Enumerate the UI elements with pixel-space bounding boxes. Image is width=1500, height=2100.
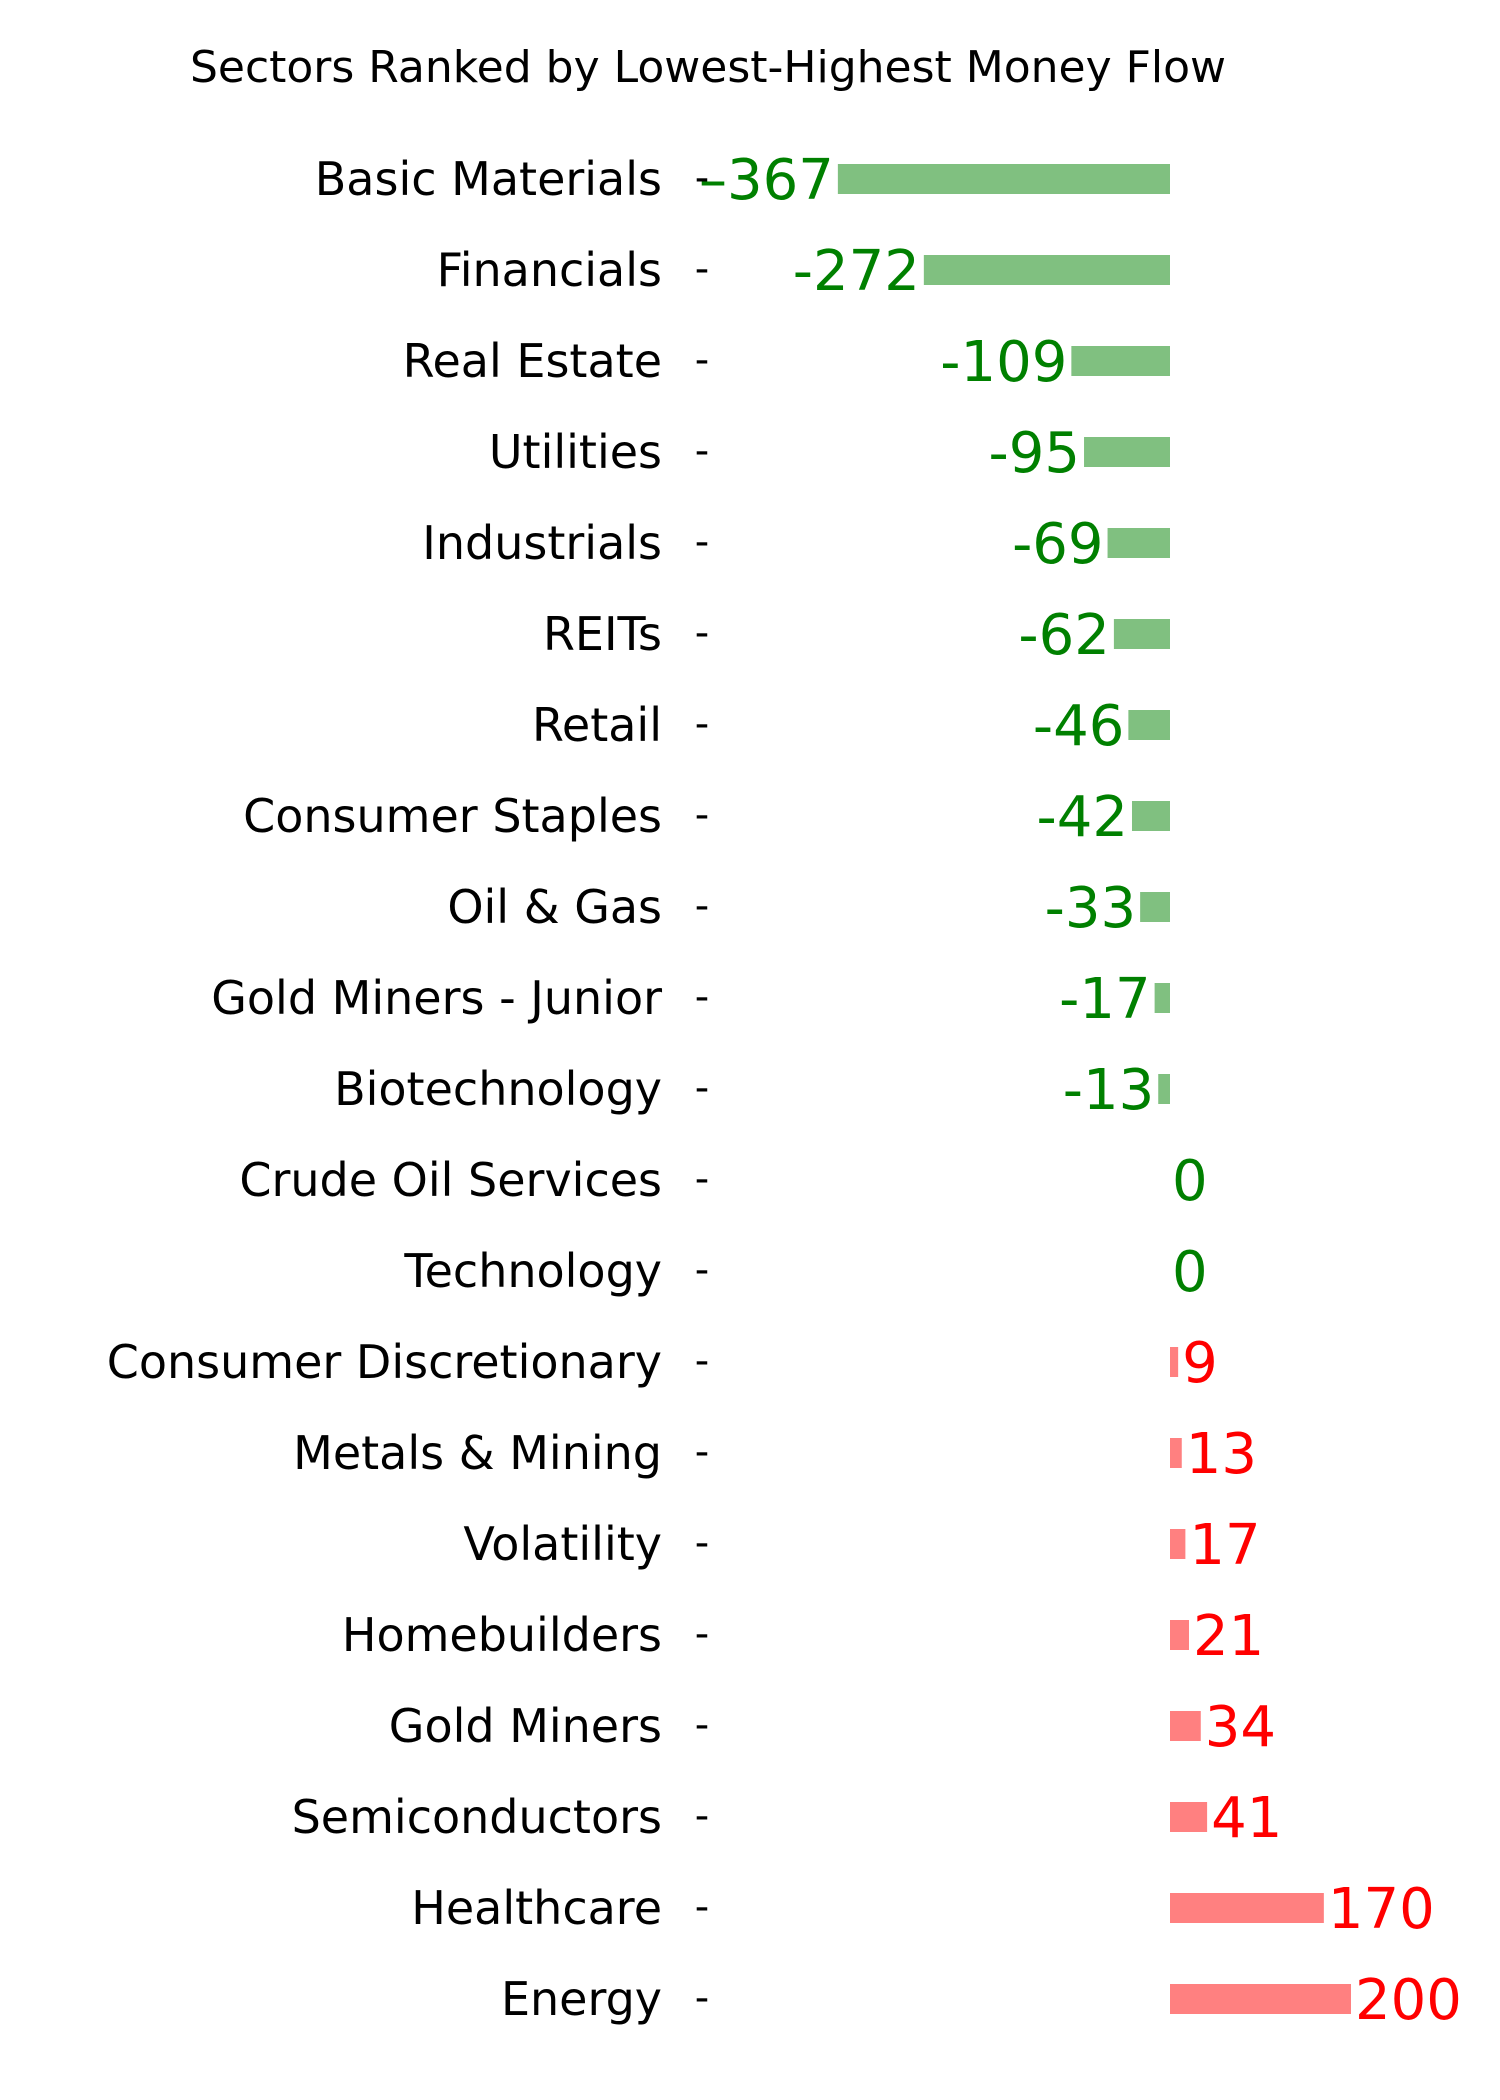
value-label: 9 — [1182, 1331, 1218, 1396]
tick-mark: - — [695, 792, 709, 838]
value-label: -42 — [1037, 785, 1128, 850]
bar — [1170, 1802, 1208, 1832]
value-label: –367 — [699, 148, 834, 213]
bar — [1107, 528, 1170, 558]
bar — [1140, 892, 1170, 922]
category-label: Real Estate — [403, 334, 662, 388]
category-label: Basic Materials — [315, 152, 662, 206]
tick-mark: - — [695, 519, 709, 565]
category-label: Consumer Staples — [243, 789, 662, 843]
value-label: 0 — [1172, 1149, 1208, 1214]
category-label: Homebuilders — [342, 1608, 662, 1662]
tick-mark: - — [695, 155, 709, 201]
value-label: -13 — [1063, 1058, 1154, 1123]
value-label: -95 — [989, 421, 1080, 486]
bar — [1170, 1438, 1182, 1468]
bar — [1084, 437, 1170, 467]
category-label: Healthcare — [411, 1881, 662, 1935]
value-label: -109 — [940, 330, 1067, 395]
value-label: -33 — [1045, 876, 1136, 941]
tick-mark: - — [695, 1247, 709, 1293]
value-label: -69 — [1012, 512, 1103, 577]
category-label: Metals & Mining — [293, 1426, 662, 1480]
bar — [1128, 710, 1170, 740]
tick-mark: - — [695, 883, 709, 929]
category-label: Technology — [403, 1244, 662, 1298]
category-label: Consumer Discretionary — [107, 1335, 662, 1389]
tick-mark: - — [695, 1702, 709, 1748]
tick-mark: - — [695, 1975, 709, 2021]
value-label: 170 — [1328, 1877, 1435, 1942]
bar — [923, 255, 1170, 285]
bar — [1158, 1074, 1170, 1104]
category-label: Oil & Gas — [447, 880, 662, 934]
category-label: Financials — [437, 243, 662, 297]
value-label: 200 — [1355, 1968, 1462, 2033]
bar — [1170, 1984, 1351, 2014]
value-label: 34 — [1205, 1695, 1276, 1760]
category-label: Biotechnology — [334, 1062, 662, 1116]
bar — [1170, 1620, 1190, 1650]
category-label: Gold Miners - Junior — [211, 971, 662, 1025]
tick-mark: - — [695, 1611, 709, 1657]
tick-mark: - — [695, 428, 709, 474]
tick-mark: - — [695, 1429, 709, 1475]
bar — [1170, 1893, 1324, 1923]
value-label: 41 — [1211, 1786, 1282, 1851]
value-label: 17 — [1189, 1513, 1260, 1578]
category-label: Semiconductors — [292, 1790, 662, 1844]
value-label: -62 — [1018, 603, 1109, 668]
category-label: Energy — [501, 1972, 662, 2026]
category-label: Gold Miners — [389, 1699, 662, 1753]
chart-title: Sectors Ranked by Lowest-Highest Money F… — [190, 42, 1226, 93]
category-label: REITs — [543, 607, 662, 661]
tick-mark: - — [695, 610, 709, 656]
value-label: -272 — [793, 239, 920, 304]
bar — [1170, 1529, 1186, 1559]
tick-mark: - — [695, 1884, 709, 1930]
bar — [1170, 1711, 1201, 1741]
tick-mark: - — [695, 1793, 709, 1839]
tick-mark: - — [695, 1065, 709, 1111]
tick-mark: - — [695, 1156, 709, 1202]
value-label: 0 — [1172, 1240, 1208, 1305]
tick-mark: - — [695, 974, 709, 1020]
value-label: 21 — [1193, 1604, 1264, 1669]
category-label: Utilities — [489, 425, 662, 479]
bar — [1113, 619, 1170, 649]
category-label: Retail — [532, 698, 662, 752]
value-label: -46 — [1033, 694, 1124, 759]
category-label: Crude Oil Services — [239, 1153, 662, 1207]
bar — [1071, 346, 1170, 376]
category-label: Industrials — [422, 516, 662, 570]
bar — [1131, 801, 1170, 831]
tick-mark: - — [695, 701, 709, 747]
bar — [1154, 983, 1170, 1013]
tick-mark: - — [695, 1338, 709, 1384]
tick-mark: - — [695, 337, 709, 383]
bar — [837, 164, 1170, 194]
tick-mark: - — [695, 1520, 709, 1566]
value-label: -17 — [1059, 967, 1150, 1032]
tick-mark: - — [695, 246, 709, 292]
value-label: 13 — [1186, 1422, 1257, 1487]
category-label: Volatility — [463, 1517, 662, 1571]
bar — [1170, 1347, 1179, 1377]
